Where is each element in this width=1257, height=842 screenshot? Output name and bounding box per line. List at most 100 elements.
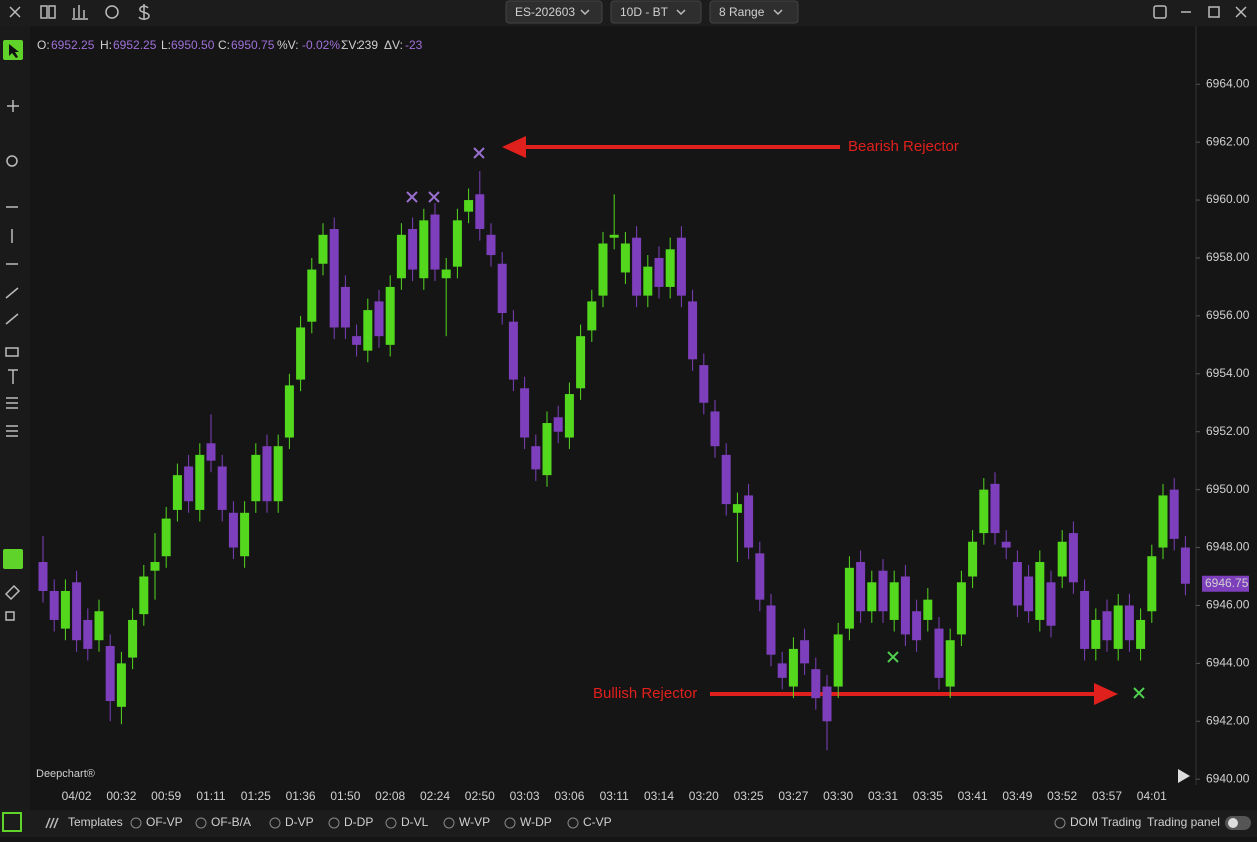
checkbox[interactable] <box>328 817 340 829</box>
study[interactable]: W-DP <box>520 815 552 829</box>
x-tick-label: 01:11 <box>196 789 225 803</box>
candle-body <box>475 194 485 230</box>
symbol: ES-202603 <box>515 5 575 19</box>
candle-body <box>340 286 350 328</box>
label: ΣV: <box>341 38 359 52</box>
candle-body <box>318 234 328 264</box>
candle-body <box>1147 556 1157 612</box>
candle-body <box>486 234 496 256</box>
candle-body <box>228 512 238 548</box>
bar-type: 8 Range <box>719 5 765 19</box>
x-tick-label: 03:27 <box>778 789 808 803</box>
chevron <box>773 9 783 16</box>
checkbox[interactable] <box>385 817 397 829</box>
checkbox[interactable] <box>567 817 579 829</box>
dom-trading[interactable]: DOM Trading <box>1070 815 1141 829</box>
candle-body <box>1158 495 1168 548</box>
y-tick-label: 6964.00 <box>1206 76 1250 90</box>
value: 6950.50 <box>171 38 215 52</box>
top-icons[interactable] <box>9 4 150 20</box>
checkbox[interactable] <box>1054 817 1066 829</box>
symbol-dropdown[interactable] <box>505 0 603 24</box>
y-tick-label: 6958.00 <box>1206 250 1250 264</box>
checkbox[interactable] <box>443 817 455 829</box>
candle-body <box>217 466 227 510</box>
bar-type-dropdown[interactable] <box>709 0 799 24</box>
checkbox[interactable] <box>130 817 142 829</box>
templates[interactable]: Templates <box>68 815 123 829</box>
layout-toggle[interactable] <box>2 812 22 832</box>
candle-body <box>1057 541 1067 577</box>
candle-body <box>430 214 440 270</box>
candle-body <box>1024 576 1034 612</box>
label: C: <box>218 38 230 52</box>
study[interactable]: OF-B/A <box>211 815 251 829</box>
candle-body <box>788 648 798 687</box>
scroll-right[interactable] <box>1178 769 1190 783</box>
checkbox[interactable] <box>269 817 281 829</box>
candle-body <box>206 443 216 461</box>
candle-body <box>822 686 832 722</box>
study[interactable]: D-VL <box>401 815 429 829</box>
candle-body <box>49 590 59 620</box>
candle-body <box>1180 547 1190 584</box>
candle-body <box>609 234 619 238</box>
candle-body <box>968 541 978 577</box>
ohlc-header: O: 6952.25 H: 6952.25 L: 6950.50 C: 6950… <box>37 38 423 52</box>
candle-body <box>374 301 384 337</box>
label: %V: <box>277 38 299 52</box>
y-tick-label: 6942.00 <box>1206 713 1250 727</box>
candle-body <box>60 590 70 629</box>
candle-body <box>934 628 944 678</box>
candle-body <box>1136 619 1146 649</box>
checkbox[interactable] <box>504 817 516 829</box>
candle-body <box>307 269 317 322</box>
study[interactable]: C-VP <box>583 815 612 829</box>
candle-body <box>800 640 810 664</box>
x-tick-label: 03:35 <box>913 789 943 803</box>
candle-body <box>1102 611 1112 641</box>
candle-body <box>844 567 854 629</box>
period-dropdown[interactable] <box>610 0 702 24</box>
candle-body <box>620 243 630 273</box>
study[interactable]: D-DP <box>344 815 373 829</box>
y-tick-label: 6950.00 <box>1206 482 1250 496</box>
candle-body <box>732 504 742 513</box>
tools[interactable] <box>3 40 23 621</box>
candle-body <box>923 599 933 620</box>
y-tick-label: 6944.00 <box>1206 656 1250 670</box>
candle-body <box>441 269 451 279</box>
x-tick-label: 03:31 <box>868 789 898 803</box>
candle-body <box>1046 582 1056 626</box>
candle-body <box>408 229 418 270</box>
candle-body <box>284 385 294 438</box>
candle-body <box>94 611 104 641</box>
candle-body <box>1080 590 1090 649</box>
x-tick-label: 00:59 <box>151 789 181 803</box>
candle-body <box>172 475 182 510</box>
y-tick-label: 6948.00 <box>1206 540 1250 554</box>
y-tick-label: 6952.00 <box>1206 424 1250 438</box>
candle-body <box>979 489 989 534</box>
study[interactable]: W-VP <box>459 815 490 829</box>
candle-body <box>889 582 899 620</box>
candle-body <box>531 446 541 470</box>
label: L: <box>161 38 171 52</box>
checkbox[interactable] <box>195 817 207 829</box>
y-tick-label: 6946.00 <box>1206 598 1250 612</box>
x-tick-label: 04/02 <box>62 789 92 803</box>
candle-body <box>912 611 922 641</box>
window-controls[interactable] <box>1153 5 1247 19</box>
study[interactable]: OF-VP <box>146 815 183 829</box>
x-tick-label: 03:30 <box>823 789 853 803</box>
candle-body <box>643 266 653 296</box>
x-tick-label: 01:25 <box>241 789 271 803</box>
study[interactable]: D-VP <box>285 815 314 829</box>
candle-body <box>766 605 776 655</box>
candle-body <box>240 512 250 557</box>
value: -23 <box>405 38 423 52</box>
candle-body <box>38 562 48 591</box>
label: H: <box>100 38 112 52</box>
candle-body <box>1091 619 1101 649</box>
